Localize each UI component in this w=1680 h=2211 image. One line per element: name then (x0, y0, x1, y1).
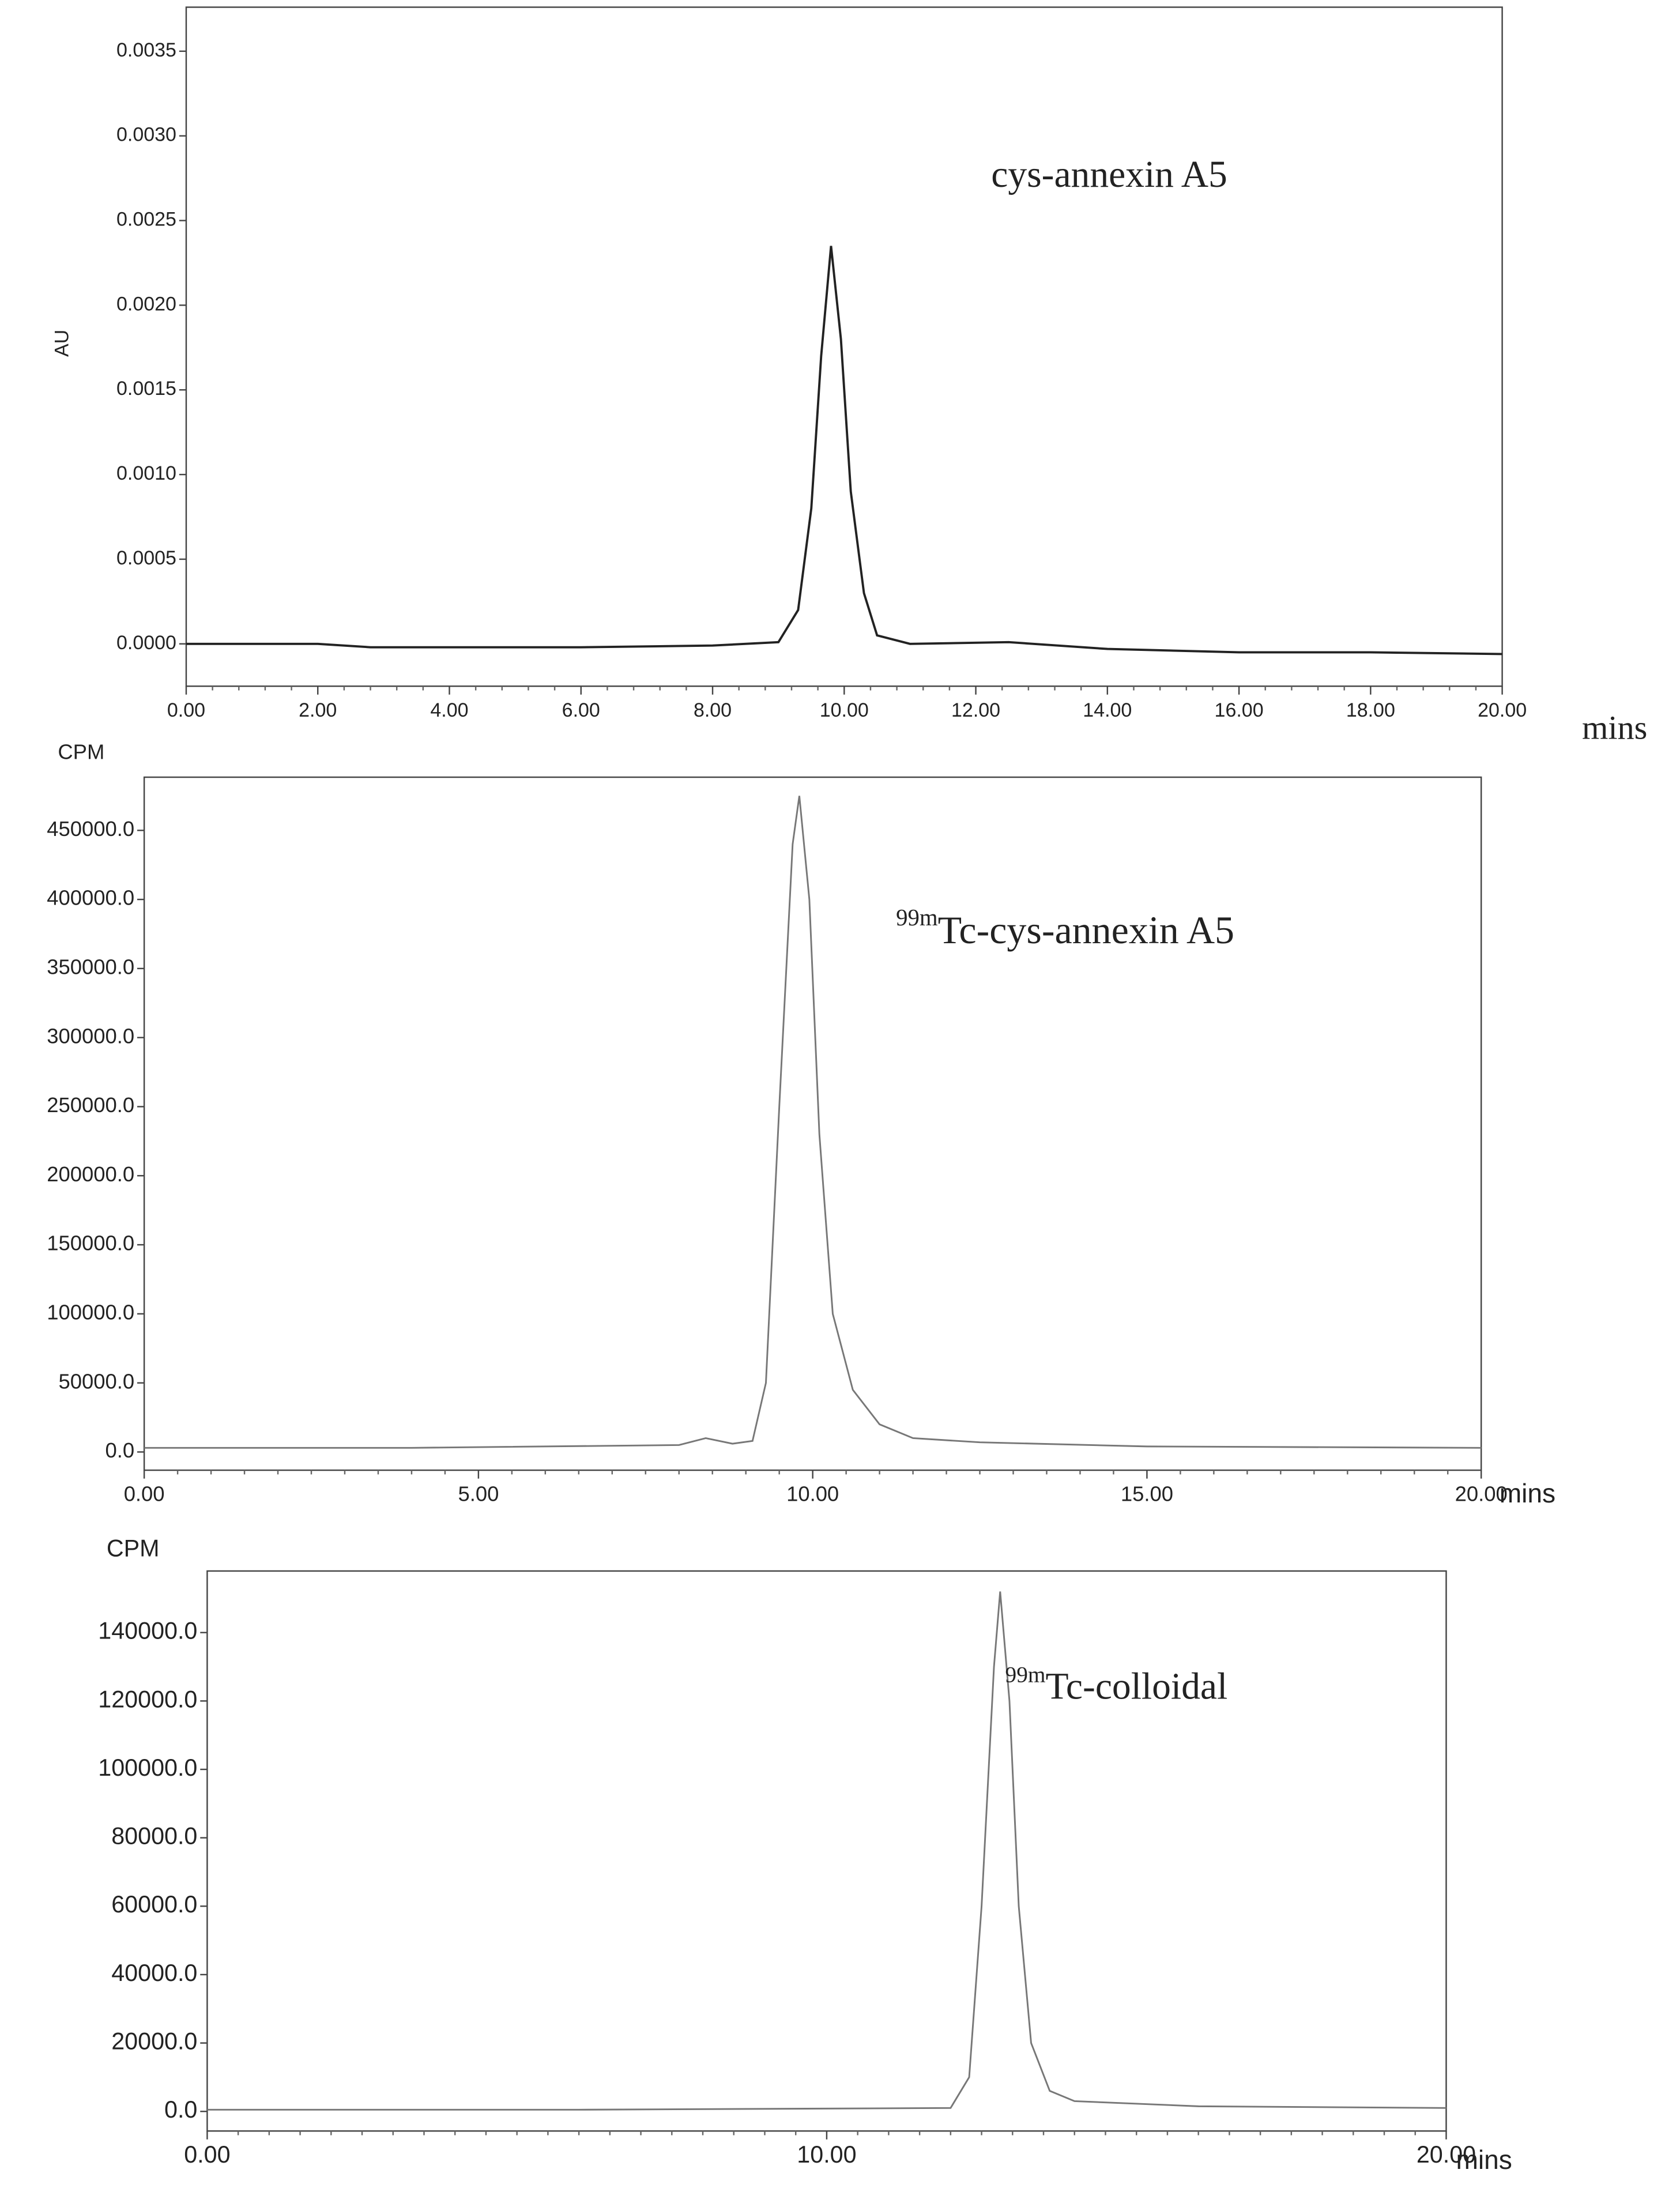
y-tick-label: 40000.0 (111, 1960, 197, 1986)
data-line (207, 1591, 1447, 2111)
y-axis-label: CPM (107, 1535, 160, 1561)
y-axis-label: AU (51, 330, 73, 357)
y-tick-label: 0.0025 (116, 209, 176, 231)
y-tick-label: 100000.0 (98, 1754, 197, 1781)
data-line (144, 796, 1482, 1449)
plot-frame (143, 776, 1482, 1471)
x-tick-label: 8.00 (694, 699, 732, 721)
y-tick-label: 400000.0 (47, 886, 134, 910)
x-tick-label: 16.00 (1215, 699, 1264, 721)
y-tick-label: 350000.0 (47, 955, 134, 979)
y-tick-label: 0.0015 (116, 378, 176, 400)
y-tick-label: 150000.0 (47, 1231, 134, 1255)
y-tick-label: 200000.0 (47, 1162, 134, 1186)
annotation: 99mTc-cys-annexin A5 (896, 905, 1234, 952)
annotation: 99mTc-colloidal (1005, 1662, 1228, 1707)
data-line (186, 246, 1502, 656)
x-tick-label: 20.00 (1417, 2141, 1476, 2168)
annotation-text: Tc-colloidal (1045, 1666, 1227, 1707)
x-tick-label: 4.00 (430, 699, 468, 721)
y-tick-label: 0.0 (105, 1438, 134, 1462)
y-tick-label: 0.0035 (116, 39, 176, 61)
x-tick-label: 20.00 (1478, 699, 1527, 721)
x-tick-label: 10.00 (797, 2141, 856, 2168)
y-tick-label: 450000.0 (47, 817, 134, 841)
x-tick-label: 20.00 (1455, 1482, 1508, 1505)
y-tick-label: 0.0005 (116, 547, 176, 569)
x-tick-label: 0.00 (167, 699, 205, 721)
x-tick-label: 2.00 (299, 699, 337, 721)
x-tick-label: 6.00 (562, 699, 600, 721)
y-tick-label: 140000.0 (98, 1618, 197, 1644)
y-tick-label: 60000.0 (111, 1891, 197, 1918)
y-tick-label: 0.0000 (116, 632, 176, 654)
y-tick-label: 50000.0 (59, 1369, 135, 1393)
y-tick-label: 80000.0 (111, 1823, 197, 1850)
annotation-superscript: 99m (896, 905, 938, 931)
y-tick-label: 100000.0 (47, 1300, 134, 1324)
x-tick-label: 5.00 (458, 1482, 499, 1505)
x-tick-label: 12.00 (951, 699, 1000, 721)
y-tick-label: 0.0 (164, 2096, 197, 2123)
y-tick-label: 300000.0 (47, 1024, 134, 1048)
y-tick-label: 120000.0 (98, 1686, 197, 1712)
x-tick-label: 15.00 (1121, 1482, 1173, 1505)
x-tick-label: 14.00 (1083, 699, 1132, 721)
annotation-superscript: 99m (1005, 1662, 1046, 1687)
plot-frame (185, 6, 1503, 687)
y-tick-label: 0.0010 (116, 462, 176, 484)
x-tick-label: 0.00 (184, 2141, 230, 2168)
y-tick-label: 250000.0 (47, 1093, 134, 1117)
y-tick-label: 20000.0 (111, 2028, 197, 2055)
x-unit-label: mins (1456, 2145, 1512, 2175)
x-tick-label: 0.00 (124, 1482, 165, 1505)
plot-frame (206, 1570, 1447, 2132)
x-tick-label: 10.00 (786, 1482, 839, 1505)
y-tick-label: 0.0020 (116, 293, 176, 315)
annotation-text: Tc-cys-annexin A5 (938, 908, 1234, 952)
y-tick-label: 0.0030 (116, 124, 176, 146)
x-tick-label: 10.00 (820, 699, 869, 721)
x-tick-label: 18.00 (1346, 699, 1395, 721)
x-unit-label: mins (1582, 709, 1647, 746)
annotation: cys-annexin A5 (991, 154, 1227, 195)
y-axis-label: CPM (58, 740, 104, 763)
x-unit-label: mins (1500, 1478, 1555, 1508)
